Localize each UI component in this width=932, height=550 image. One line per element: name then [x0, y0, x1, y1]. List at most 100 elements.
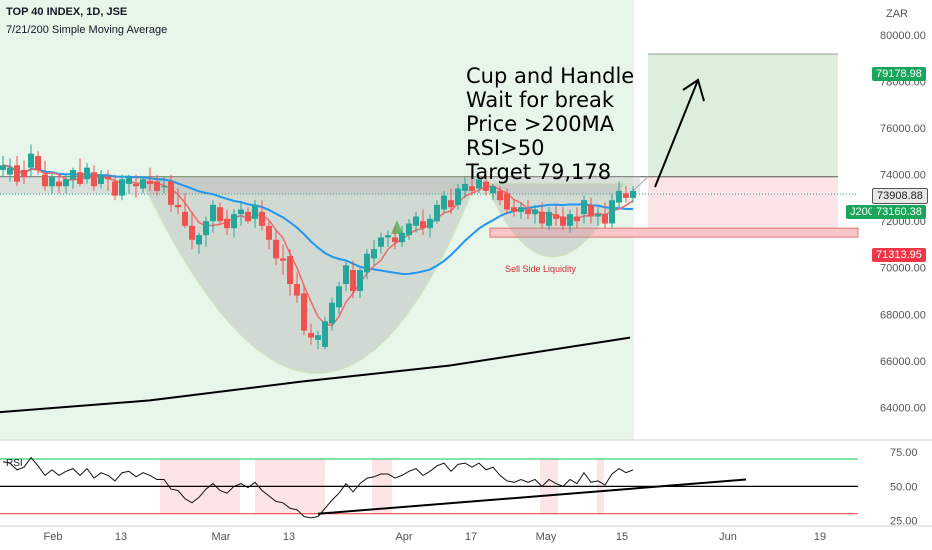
candle-body [595, 214, 601, 217]
rsi-tick-label: 25.00 [890, 516, 918, 528]
candle-body [210, 204, 216, 222]
candle-body [623, 193, 629, 198]
annotation-line: RSI>50 [466, 136, 545, 160]
candle-body [511, 207, 517, 212]
candle-body [385, 235, 391, 238]
y-tick-label: 76000.00 [880, 123, 926, 135]
candle-body [0, 165, 6, 170]
candle-body [154, 181, 160, 191]
annotation-line: Cup and Handle [466, 64, 635, 88]
candle-body [455, 188, 461, 205]
y-tick-label: 66000.00 [880, 356, 926, 368]
candle-body [133, 183, 139, 187]
y-tick-label: 72000.00 [880, 216, 926, 228]
candle-body [476, 179, 482, 189]
x-tick-label: 13 [115, 531, 127, 543]
annotation-line: Price >200MA [466, 112, 615, 136]
liquidity-label: Sell Side Liquidity [505, 264, 577, 274]
candle-body [322, 321, 328, 347]
symbol-tag: J200 [846, 205, 878, 219]
candle-body [483, 181, 489, 191]
candles [0, 144, 636, 350]
candle-body [413, 216, 419, 226]
chart-title: TOP 40 INDEX, 1D, JSE [6, 6, 128, 18]
candle-body [448, 200, 454, 208]
x-tick-label: Jun [719, 531, 737, 543]
candle-body [182, 211, 188, 226]
candle-body [336, 286, 342, 308]
candle-body [231, 214, 237, 229]
candle-body [364, 253, 370, 273]
ma200-line [0, 336, 631, 414]
candle-body [343, 265, 349, 285]
projection-line [632, 176, 649, 192]
x-tick-label: 15 [616, 531, 628, 543]
candle-body [28, 153, 34, 168]
candle-body [371, 249, 377, 259]
candle-body [21, 169, 27, 177]
candle-body [588, 204, 594, 217]
candle-body [63, 179, 69, 187]
risk-zone [648, 176, 838, 238]
candle-body [602, 214, 608, 224]
candle-body [462, 183, 468, 191]
candle-body [273, 239, 279, 259]
indicator-label: 7/21/200 Simple Moving Average [6, 24, 168, 36]
candle-body [308, 332, 314, 338]
x-tick-label: 19 [814, 531, 826, 543]
highlight-zone [0, 0, 634, 440]
candle-body [119, 179, 125, 196]
candle-body [539, 211, 545, 224]
candle-body [203, 221, 209, 236]
candle-body [630, 190, 636, 198]
annotation-line: Target 79,178 [466, 160, 612, 184]
x-tick-label: Feb [44, 531, 63, 543]
candle-body [469, 186, 475, 191]
candle-body [399, 232, 405, 243]
breakout-arrow [654, 79, 699, 188]
candle-body [329, 302, 335, 324]
candle-body [77, 172, 83, 184]
candle-body [301, 293, 307, 331]
candle-body [378, 237, 384, 247]
x-tick-label: 13 [283, 531, 295, 543]
candle-body [609, 200, 615, 224]
arrow-head [682, 78, 705, 102]
candle-body [553, 214, 559, 219]
candle-body [252, 204, 258, 219]
x-tick-label: Mar [212, 531, 231, 543]
candle-body [280, 258, 286, 261]
y-tick-label: 74000.00 [880, 170, 926, 182]
liquidity-zone [489, 227, 859, 238]
annotation-line: Wait for break [466, 88, 615, 112]
candle-body [196, 235, 202, 245]
candle-body [238, 209, 244, 215]
candle-body [98, 174, 104, 184]
last-price-tag: 73160.38 [872, 205, 926, 219]
candle-body [217, 207, 223, 222]
candle-body [140, 179, 146, 189]
rsi-line [2, 456, 634, 519]
candle-body [574, 216, 580, 222]
candle-body [441, 195, 447, 210]
candle-body [546, 211, 552, 226]
candle-body [315, 335, 321, 340]
candle-body [245, 211, 251, 222]
candle-body [49, 176, 55, 187]
candle-body [427, 218, 433, 229]
candle-body [560, 216, 566, 226]
candle-body [91, 172, 97, 187]
candle-body [518, 207, 524, 212]
candle-body [350, 270, 356, 292]
candle-body [112, 181, 118, 196]
candle-body [168, 181, 174, 205]
candle-body [567, 214, 573, 226]
currency-label: ZAR [886, 8, 908, 20]
candle-body [266, 225, 272, 240]
candle-body [497, 190, 503, 201]
rsi-tick-label: 50.00 [890, 481, 918, 493]
candle-body [434, 204, 440, 222]
candle-body [357, 270, 363, 292]
candle-body [294, 284, 300, 296]
